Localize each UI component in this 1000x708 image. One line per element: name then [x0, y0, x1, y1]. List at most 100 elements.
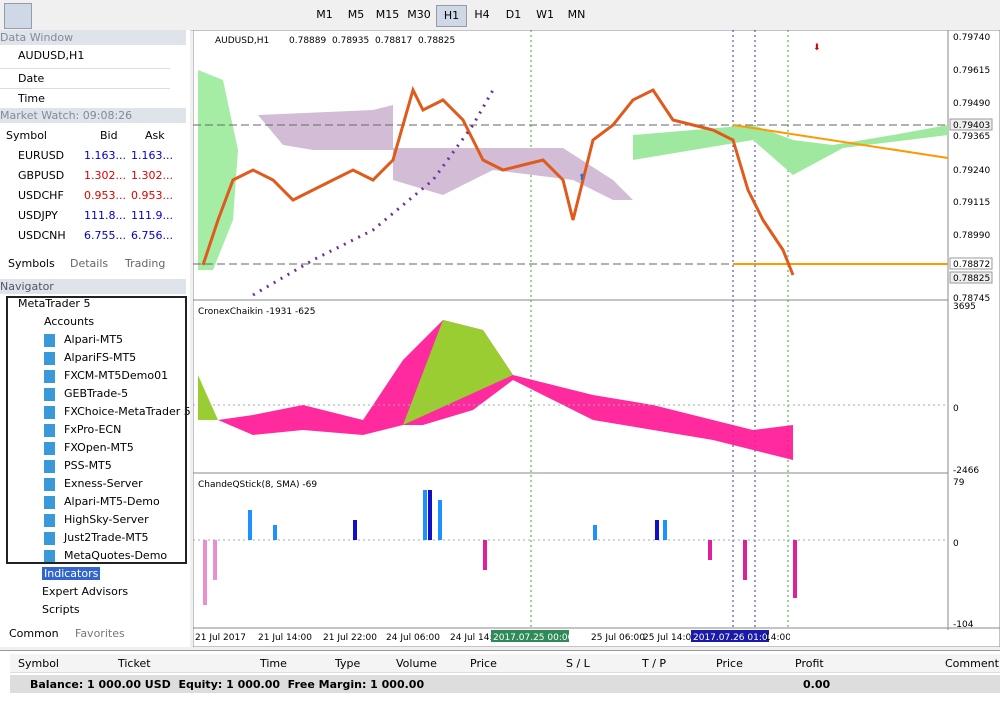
cursor-tool[interactable] — [4, 3, 32, 29]
chart-area: ⬇ ⬆ AUDUSD,H1 0.78889 0.78935 0.78817 0.7882… — [193, 30, 1000, 647]
time-marker — [691, 630, 769, 642]
symbol-name[interactable]: GBPUSD — [18, 169, 65, 182]
time-label: 2017.07.25 00:00 — [493, 633, 574, 643]
column-header: Volume — [396, 657, 437, 670]
price-label: 0.78872 — [953, 260, 990, 270]
tree-folder: Accounts — [44, 315, 95, 328]
timeframe-button[interactable]: MN — [567, 8, 586, 21]
highlight-box — [6, 296, 187, 564]
symbol: AUDUSD,H1 — [18, 49, 85, 62]
server-icon — [44, 532, 55, 545]
column-header: Ask — [145, 129, 165, 142]
server[interactable]: GEBTrade-5 — [64, 387, 129, 400]
tree-item[interactable]: Scripts — [42, 603, 80, 616]
server[interactable]: MetaQuotes-Demo — [64, 549, 168, 562]
server-icon — [44, 514, 55, 527]
price[interactable]: 1.302... — [131, 169, 173, 182]
indicator-tick: -104 — [953, 620, 974, 630]
ohlc-value: 0.78889 — [289, 36, 326, 46]
price-label: 0.79365 — [953, 132, 990, 142]
server-icon — [44, 442, 55, 455]
price[interactable]: 111.8... — [84, 209, 126, 222]
terminal: Symbol Ticket Time Type Volume Price S / L T / … — [0, 650, 1000, 708]
timeframe-button[interactable]: M15 — [375, 8, 400, 21]
timeframe-button[interactable]: H1 — [436, 5, 467, 27]
time-label: 21 Jul 2017 — [195, 633, 246, 643]
server[interactable]: PSS-MT5 — [64, 459, 112, 472]
tree-item[interactable]: Indicators — [42, 567, 101, 580]
price-label: 0.78745 — [953, 294, 990, 304]
tab[interactable]: Common — [9, 627, 59, 640]
price[interactable]: 6.755... — [84, 229, 126, 242]
server-icon — [44, 496, 55, 509]
column-header: Price — [470, 657, 497, 670]
symbol-name[interactable]: USDCHF — [18, 189, 64, 202]
price-label: 0.79240 — [953, 166, 990, 176]
tab[interactable]: Favorites — [75, 627, 125, 640]
symbol-name[interactable]: EURUSD — [18, 149, 65, 162]
server-icon — [44, 370, 55, 383]
time-label: 24 Jul 06:00 — [386, 633, 440, 643]
column-header: Symbol — [18, 657, 59, 670]
server[interactable]: HighSky-Server — [64, 513, 149, 526]
price-label: 0.79490 — [953, 99, 990, 109]
price-label: 0.79115 — [953, 198, 990, 208]
price-label: 0.79615 — [953, 66, 990, 76]
time-marker — [491, 630, 569, 642]
column-header: Comment — [945, 657, 999, 670]
symbol-name[interactable]: USDJPY — [18, 209, 58, 222]
indicator-tick: -2466 — [953, 466, 979, 476]
tab[interactable]: Symbols — [8, 257, 55, 270]
server-icon — [44, 334, 55, 347]
data-row-label: Time — [0, 88, 170, 107]
price[interactable]: 1.163... — [131, 149, 173, 162]
chart-symbol: AUDUSD,H1 — [215, 36, 269, 46]
timeframe-button[interactable]: M30 — [407, 8, 431, 21]
time-label: 21 Jul 14:00 — [258, 633, 312, 643]
timeframe-button[interactable]: W1 — [536, 8, 554, 21]
price-box — [949, 118, 993, 131]
symbol-name[interactable]: USDCNH — [18, 229, 66, 242]
price-box — [949, 257, 993, 270]
balance-row — [10, 675, 1000, 693]
profit: 0.00 — [803, 678, 831, 691]
timeframe-button[interactable]: M1 — [316, 8, 333, 21]
server-icon — [44, 388, 55, 401]
timeframe-button[interactable]: M5 — [347, 8, 365, 21]
timeframe-button[interactable]: H4 — [474, 8, 490, 21]
price[interactable]: 6.756... — [131, 229, 173, 242]
column-header: T / P — [642, 657, 667, 670]
ohlc-value: 0.78935 — [332, 36, 369, 46]
tab[interactable]: Details — [70, 257, 109, 270]
column-header: Price — [716, 657, 743, 670]
buy-arrow: ⬆ — [578, 173, 586, 183]
server-icon — [44, 460, 55, 473]
server[interactable]: AlpariFS-MT5 — [64, 351, 137, 364]
server[interactable]: FXChoice-MetaTrader 5 — [64, 405, 191, 418]
time-label: 14:00 — [765, 633, 791, 643]
panel-header: Market Watch: 09:08:26 — [0, 108, 186, 123]
price[interactable]: 1.163... — [84, 149, 126, 162]
server[interactable]: FXCM-MT5Demo01 — [64, 369, 169, 382]
price-label: 0.78990 — [953, 231, 990, 241]
server[interactable]: FXOpen-MT5 — [64, 441, 134, 454]
price[interactable]: 111.9... — [131, 209, 173, 222]
server[interactable]: Alpari-MT5 — [64, 333, 124, 346]
tree-item[interactable]: Expert Advisors — [42, 585, 129, 598]
server[interactable]: FxPro-ECN — [64, 423, 122, 436]
price[interactable]: 0.953... — [131, 189, 173, 202]
tab[interactable]: Trading — [125, 257, 166, 270]
column-header: Symbol — [6, 129, 47, 142]
price-label: 0.78825 — [953, 274, 990, 284]
server[interactable]: Exness-Server — [64, 477, 143, 490]
column-header: Type — [335, 657, 361, 670]
price[interactable]: 0.953... — [84, 189, 126, 202]
server[interactable]: Just2Trade-MT5 — [64, 531, 149, 544]
price[interactable]: 1.302... — [84, 169, 126, 182]
timeframe-button[interactable]: D1 — [505, 8, 522, 21]
column-header: Profit — [795, 657, 824, 670]
server[interactable]: Alpari-MT5-Demo — [64, 495, 160, 508]
indicator-tick: 79 — [953, 478, 965, 488]
left-panel: Data Window AUDUSD,H1 Date Time Market Watch… — [0, 30, 191, 647]
